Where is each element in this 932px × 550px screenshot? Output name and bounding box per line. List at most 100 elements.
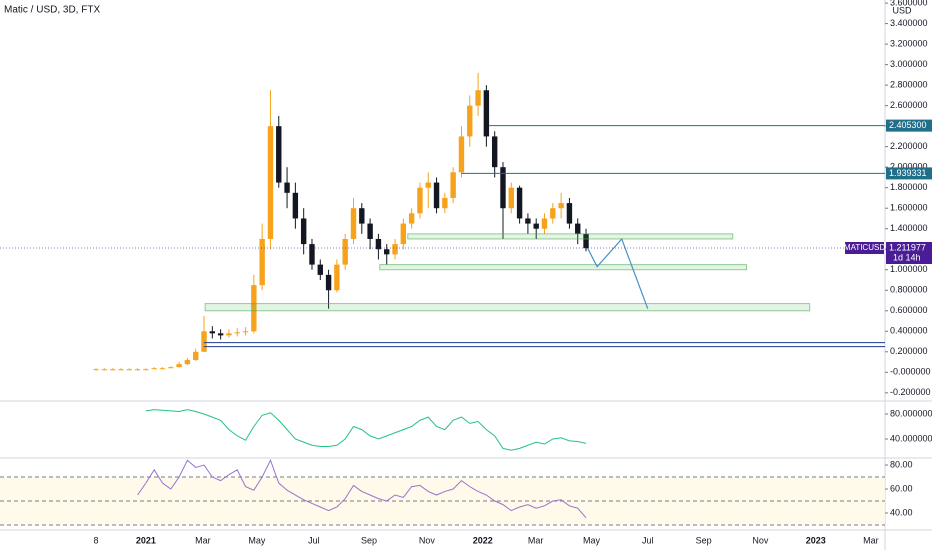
candle-body <box>209 331 216 334</box>
candle-body <box>417 187 423 214</box>
x-tick-label: 8 <box>94 535 99 545</box>
x-tick-label: 2023 <box>806 535 826 545</box>
zone <box>204 303 811 312</box>
candle-body <box>384 249 390 255</box>
price-tag <box>886 119 932 132</box>
x-tick-label: Nov <box>752 535 769 545</box>
candle-body <box>525 218 531 224</box>
candle-body <box>550 208 556 219</box>
zone <box>379 264 748 271</box>
x-tick-label: May <box>248 535 266 545</box>
candle-body <box>309 244 315 265</box>
candle-body <box>276 126 282 183</box>
candle-body <box>442 197 448 209</box>
y-tick-label: -0.000000 <box>890 367 931 377</box>
price-tag-label: 2.405300 <box>889 120 927 130</box>
candle-body <box>342 238 348 265</box>
y-tick-label: 2.800000 <box>890 80 928 90</box>
y-tick-label: 1.000000 <box>890 264 928 274</box>
candle-body <box>467 105 473 137</box>
candle-body <box>508 187 514 209</box>
x-tick-label: Jul <box>308 535 320 545</box>
candle-body <box>109 369 116 371</box>
unit-label: USD <box>892 5 912 15</box>
x-tick-label: May <box>583 535 601 545</box>
candle-body <box>234 332 240 334</box>
x-tick-label: Nov <box>419 535 436 545</box>
candle-body <box>400 223 407 245</box>
y-tick-label: 2.200000 <box>890 141 928 151</box>
candle-body <box>533 223 539 229</box>
y-tick-label: 3.000000 <box>890 59 928 69</box>
y-tick-label: -0.200000 <box>890 387 931 397</box>
y-tick-label: 0.400000 <box>890 326 928 336</box>
candle-body <box>184 360 191 365</box>
x-tick-label: Jul <box>642 535 654 545</box>
y-tick-label: 1.800000 <box>890 182 928 192</box>
candle-body <box>159 368 166 370</box>
y-tick-label: 40.000000 <box>890 433 932 443</box>
candle-body <box>359 208 365 224</box>
x-tick-label: 2021 <box>136 535 156 545</box>
x-tick-label: Mar <box>528 535 544 545</box>
candle-body <box>118 369 124 371</box>
y-tick-label: 60.00 <box>890 483 913 493</box>
candle-body <box>433 182 440 209</box>
y-tick-label: 3.600000 <box>890 0 928 7</box>
y-tick-label: 2.600000 <box>890 100 928 110</box>
candle-body <box>566 203 573 224</box>
candle-body <box>217 333 224 336</box>
candle-body <box>425 182 431 188</box>
candle-body <box>176 364 182 368</box>
y-tick-label: 3.200000 <box>890 38 928 48</box>
candle-body <box>226 333 232 336</box>
candle-body <box>583 233 589 249</box>
price-tag <box>886 167 932 180</box>
price-tag-label: 1.939331 <box>889 168 927 178</box>
candle-body <box>367 223 373 239</box>
candle-body <box>375 238 382 250</box>
candle-body <box>134 369 141 371</box>
candle-body <box>575 223 581 234</box>
candle-body <box>392 244 398 255</box>
y-tick-label: 3.400000 <box>890 18 928 28</box>
candle-body <box>516 187 523 219</box>
candle-body <box>408 213 415 224</box>
candle-body <box>267 126 274 239</box>
candle-body <box>458 136 465 173</box>
zone <box>407 233 734 240</box>
symbol-tag-label: MATICUSD <box>844 243 885 252</box>
candle-body <box>300 218 307 245</box>
candle-body <box>475 90 481 106</box>
candle-body <box>334 264 340 291</box>
symbol-tag <box>845 242 884 255</box>
y-tick-label: 40.00 <box>890 507 913 517</box>
candle-body <box>292 192 299 219</box>
candle-body <box>558 203 564 209</box>
candle-body <box>101 369 108 371</box>
candle-body <box>500 167 506 209</box>
candle-body <box>541 218 548 229</box>
candle-body <box>126 369 132 371</box>
candle-body <box>284 182 290 193</box>
candle-body <box>325 274 332 291</box>
y-tick-label: 0.200000 <box>890 346 928 356</box>
x-tick-label: Mar <box>195 535 211 545</box>
candle-body <box>491 136 498 168</box>
x-tick-label: Sep <box>696 535 712 545</box>
projection-path <box>587 237 649 309</box>
y-tick-label: 0.800000 <box>890 285 928 295</box>
candle-body <box>193 351 199 360</box>
x-tick-label: Mar <box>863 535 879 545</box>
candle-body <box>201 331 207 352</box>
candle-body <box>483 90 490 137</box>
candle-body <box>151 368 157 370</box>
y-tick-label: 80.00 <box>890 459 913 469</box>
candle-body <box>450 172 456 198</box>
candle-body <box>259 238 265 286</box>
x-tick-label: 2022 <box>473 535 493 545</box>
y-tick-label: 0.600000 <box>890 305 928 315</box>
y-tick-label: 1.600000 <box>890 203 928 213</box>
candle-body <box>143 369 149 371</box>
